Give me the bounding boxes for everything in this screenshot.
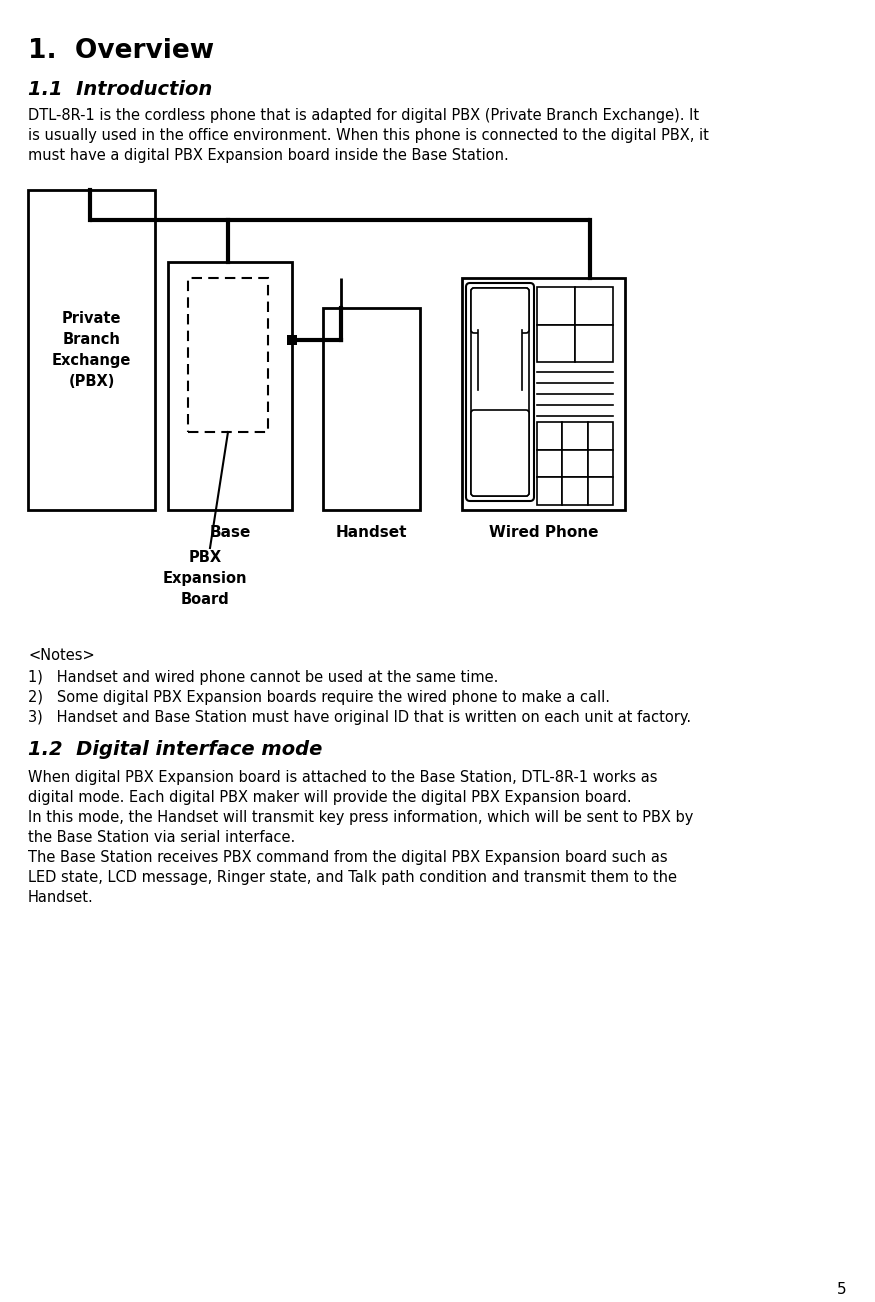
Text: Base: Base [209,525,251,540]
Text: In this mode, the Handset will transmit key press information, which will be sen: In this mode, the Handset will transmit … [28,810,693,825]
Bar [168,262,292,510]
Text: Wired Phone: Wired Phone [489,525,598,540]
Text: 3)   Handset and Base Station must have original ID that is written on each unit: 3) Handset and Base Station must have or… [28,710,691,725]
Text: Handset: Handset [336,525,407,540]
Bar [575,286,613,324]
Text: 1)   Handset and wired phone cannot be used at the same time.: 1) Handset and wired phone cannot be use… [28,671,499,685]
Text: PBX
Expansion
Board: PBX Expansion Board [163,549,248,607]
FancyBboxPatch shape [466,283,534,501]
Bar [28,190,155,510]
FancyBboxPatch shape [471,288,529,496]
Bar [323,309,420,510]
FancyBboxPatch shape [471,288,529,333]
Bar [588,422,613,449]
Text: When digital PBX Expansion board is attached to the Base Station, DTL-8R-1 works: When digital PBX Expansion board is atta… [28,769,657,785]
Bar [287,335,297,345]
Text: 1.1  Introduction: 1.1 Introduction [28,79,213,99]
Bar [537,422,563,449]
Bar [575,324,613,362]
Text: Private
Branch
Exchange
(PBX): Private Branch Exchange (PBX) [52,311,131,389]
Bar [478,329,522,391]
Bar [588,478,613,505]
Text: 1.  Overview: 1. Overview [28,38,214,64]
Text: 5: 5 [837,1282,847,1297]
Text: is usually used in the office environment. When this phone is connected to the d: is usually used in the office environmen… [28,128,709,143]
Text: 1.2  Digital interface mode: 1.2 Digital interface mode [28,740,322,759]
Text: DTL-8R-1 is the cordless phone that is adapted for digital PBX (Private Branch E: DTL-8R-1 is the cordless phone that is a… [28,108,699,122]
Bar [537,449,563,478]
Bar [563,422,588,449]
Text: The Base Station receives PBX command from the digital PBX Expansion board such : The Base Station receives PBX command fr… [28,850,668,865]
Bar [537,286,575,324]
Bar [537,478,563,505]
Bar [462,279,625,510]
Text: must have a digital PBX Expansion board inside the Base Station.: must have a digital PBX Expansion board … [28,148,508,163]
Text: Handset.: Handset. [28,891,94,905]
Text: the Base Station via serial interface.: the Base Station via serial interface. [28,829,295,845]
Text: digital mode. Each digital PBX maker will provide the digital PBX Expansion boar: digital mode. Each digital PBX maker wil… [28,790,632,805]
Text: LED state, LCD message, Ringer state, and Talk path condition and transmit them : LED state, LCD message, Ringer state, an… [28,870,677,885]
Text: <Notes>: <Notes> [28,648,94,663]
Text: 2)   Some digital PBX Expansion boards require the wired phone to make a call.: 2) Some digital PBX Expansion boards req… [28,690,610,704]
Bar [537,324,575,362]
Bar [588,449,613,478]
Bar [188,279,268,432]
Bar [563,478,588,505]
FancyBboxPatch shape [471,410,529,496]
Bar [563,449,588,478]
